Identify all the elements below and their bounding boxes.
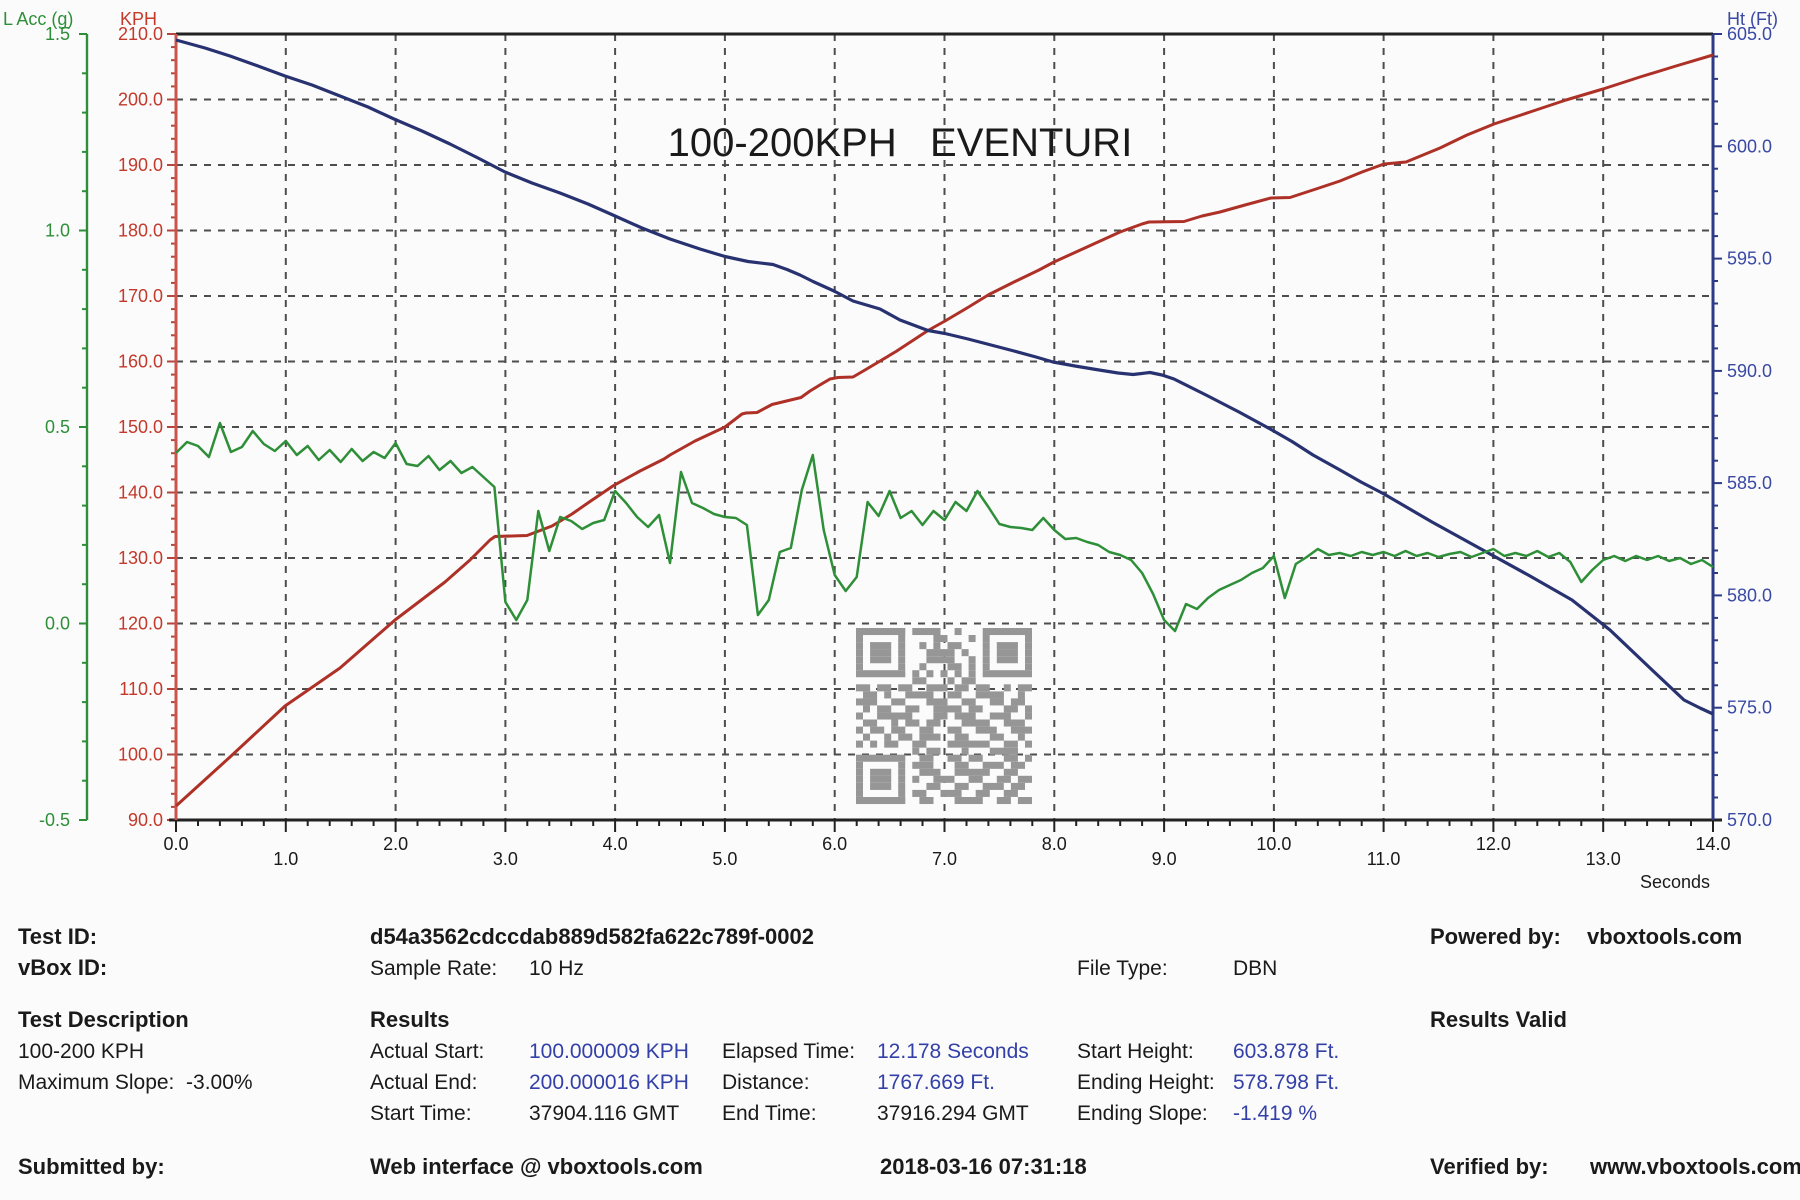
svg-text:585.0: 585.0 xyxy=(1727,473,1772,493)
svg-text:L Acc (g): L Acc (g) xyxy=(3,9,73,29)
svg-text:Seconds: Seconds xyxy=(1640,872,1710,892)
svg-text:Verified by:: Verified by: xyxy=(1430,1154,1549,1179)
svg-text:Submitted by:: Submitted by: xyxy=(18,1154,165,1179)
svg-text:9.0: 9.0 xyxy=(1152,849,1177,869)
svg-text:595.0: 595.0 xyxy=(1727,249,1772,269)
svg-text:110.0: 110.0 xyxy=(119,679,163,699)
svg-text:www.vboxtools.com: www.vboxtools.com xyxy=(1589,1154,1800,1179)
svg-text:2018-03-16 07:31:18: 2018-03-16 07:31:18 xyxy=(880,1154,1087,1179)
svg-text:590.0: 590.0 xyxy=(1727,361,1772,381)
svg-text:180.0: 180.0 xyxy=(118,221,163,241)
svg-text:120.0: 120.0 xyxy=(118,614,163,634)
svg-text:Actual End:: Actual End: xyxy=(370,1071,477,1094)
svg-text:3.0: 3.0 xyxy=(493,849,518,869)
svg-text:10 Hz: 10 Hz xyxy=(529,957,584,980)
svg-text:140.0: 140.0 xyxy=(118,483,163,503)
svg-text:0.0: 0.0 xyxy=(163,834,188,854)
svg-text:11.0: 11.0 xyxy=(1367,849,1401,869)
svg-text:Maximum Slope: -3.00%: Maximum Slope: -3.00% xyxy=(18,1071,253,1094)
svg-text:12.178 Seconds: 12.178 Seconds xyxy=(877,1040,1029,1063)
svg-text:1.0: 1.0 xyxy=(273,849,298,869)
svg-text:Ending Slope:: Ending Slope: xyxy=(1077,1102,1208,1125)
svg-text:Actual Start:: Actual Start: xyxy=(370,1040,484,1063)
svg-text:File Type:: File Type: xyxy=(1077,957,1168,980)
svg-text:37916.294 GMT: 37916.294 GMT xyxy=(877,1102,1029,1125)
svg-text:Distance:: Distance: xyxy=(722,1071,810,1094)
svg-text:578.798 Ft.: 578.798 Ft. xyxy=(1233,1071,1339,1094)
svg-text:160.0: 160.0 xyxy=(118,352,163,372)
svg-text:580.0: 580.0 xyxy=(1727,585,1772,605)
svg-text:1.0: 1.0 xyxy=(45,221,70,241)
svg-text:vboxtools.com: vboxtools.com xyxy=(1587,924,1742,949)
svg-text:Ht (Ft): Ht (Ft) xyxy=(1727,9,1778,29)
svg-text:Test ID:: Test ID: xyxy=(18,924,97,949)
svg-text:575.0: 575.0 xyxy=(1727,698,1772,718)
svg-text:Powered by:: Powered by: xyxy=(1430,924,1561,949)
svg-text:End Time:: End Time: xyxy=(722,1102,817,1125)
svg-text:605.0: 605.0 xyxy=(1727,24,1772,44)
svg-text:2.0: 2.0 xyxy=(383,834,408,854)
svg-text:100-200 KPH: 100-200 KPH xyxy=(18,1040,144,1063)
svg-text:14.0: 14.0 xyxy=(1695,834,1730,854)
svg-text:200.000016 KPH: 200.000016 KPH xyxy=(529,1071,689,1094)
svg-text:603.878 Ft.: 603.878 Ft. xyxy=(1233,1040,1339,1063)
svg-text:-0.5: -0.5 xyxy=(39,810,70,830)
svg-text:Sample Rate:: Sample Rate: xyxy=(370,957,497,980)
svg-text:90.0: 90.0 xyxy=(128,810,163,830)
svg-text:6.0: 6.0 xyxy=(822,834,847,854)
svg-text:Test Description: Test Description xyxy=(18,1007,189,1032)
svg-text:Web interface @ vboxtools.com: Web interface @ vboxtools.com xyxy=(370,1154,703,1179)
svg-text:170.0: 170.0 xyxy=(118,286,163,306)
svg-text:d54a3562cdccdab889d582fa622c78: d54a3562cdccdab889d582fa622c789f-0002 xyxy=(370,924,814,949)
svg-text:13.0: 13.0 xyxy=(1586,849,1621,869)
svg-text:8.0: 8.0 xyxy=(1042,834,1067,854)
svg-text:1767.669 Ft.: 1767.669 Ft. xyxy=(877,1071,995,1094)
svg-text:200.0: 200.0 xyxy=(118,90,163,110)
svg-text:12.0: 12.0 xyxy=(1476,834,1511,854)
svg-text:DBN: DBN xyxy=(1233,957,1277,980)
svg-text:5.0: 5.0 xyxy=(712,849,737,869)
svg-text:vBox ID:: vBox ID: xyxy=(18,955,107,980)
svg-text:1.5: 1.5 xyxy=(45,24,70,44)
svg-text:210.0: 210.0 xyxy=(118,24,163,44)
svg-text:0.0: 0.0 xyxy=(45,614,70,634)
svg-text:100.0: 100.0 xyxy=(118,745,163,765)
svg-text:100-200KPH EVENTURI: 100-200KPH EVENTURI xyxy=(668,121,1133,165)
svg-text:0.5: 0.5 xyxy=(45,417,70,437)
svg-text:Ending Height:: Ending Height: xyxy=(1077,1071,1215,1094)
svg-text:600.0: 600.0 xyxy=(1727,136,1772,156)
svg-text:150.0: 150.0 xyxy=(118,417,163,437)
svg-text:100.000009 KPH: 100.000009 KPH xyxy=(529,1040,689,1063)
svg-text:190.0: 190.0 xyxy=(118,155,163,175)
svg-text:130.0: 130.0 xyxy=(118,548,163,568)
svg-text:Results Valid: Results Valid xyxy=(1430,1007,1567,1032)
svg-text:Start Height:: Start Height: xyxy=(1077,1040,1194,1063)
svg-text:-1.419 %: -1.419 % xyxy=(1233,1102,1317,1125)
svg-text:4.0: 4.0 xyxy=(603,834,628,854)
svg-text:37904.116 GMT: 37904.116 GMT xyxy=(529,1102,679,1125)
svg-text:Results: Results xyxy=(370,1007,449,1032)
svg-text:10.0: 10.0 xyxy=(1256,834,1291,854)
svg-text:KPH: KPH xyxy=(120,9,157,29)
svg-text:7.0: 7.0 xyxy=(932,849,957,869)
svg-text:Elapsed Time:: Elapsed Time: xyxy=(722,1040,855,1063)
svg-text:Start Time:: Start Time: xyxy=(370,1102,472,1125)
svg-text:570.0: 570.0 xyxy=(1727,810,1772,830)
